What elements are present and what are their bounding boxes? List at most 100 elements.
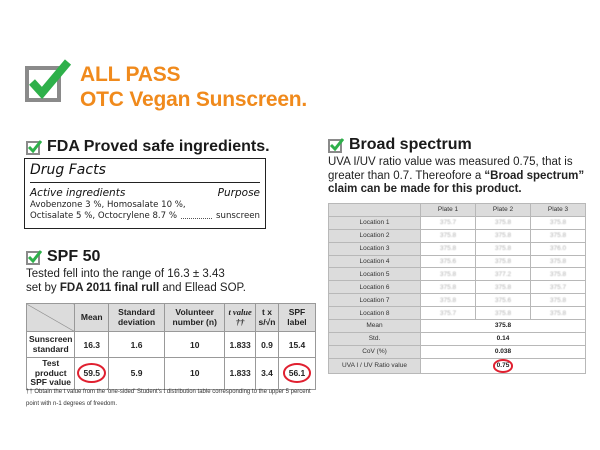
cell: 375.7	[420, 215, 476, 230]
row-label: Location 6	[328, 280, 421, 295]
fda-section-title: FDA Proved safe ingredients.	[26, 138, 270, 156]
cell: 375.8	[530, 228, 586, 243]
table-row: Location 3 375.8 375.8 376.0	[328, 241, 586, 256]
cell: 375.8	[475, 215, 531, 230]
row-label: Test product SPF value	[25, 357, 76, 390]
checkbox-checked-icon	[26, 140, 42, 155]
row-label: CoV (%)	[328, 344, 421, 359]
header-plate-1: Plate 1	[420, 203, 476, 217]
drug-facts-header: Active ingredients Purpose	[30, 187, 260, 200]
hero-title: ALL PASS OTC Vegan Sunscreen.	[80, 62, 307, 112]
active-ingredients-label: Active ingredients	[30, 187, 126, 199]
row-label: Location 1	[328, 215, 421, 230]
cell: 375.8	[420, 241, 476, 256]
broad-title-text: Broad spectrum	[349, 136, 472, 153]
row-label: Location 3	[328, 241, 421, 256]
cell: 3.4	[255, 357, 279, 390]
header-plate-3: Plate 3	[530, 203, 586, 217]
row-label: Mean	[328, 319, 421, 333]
header-mean: Mean	[74, 303, 110, 332]
stat-row-std: Std. 0.14	[328, 331, 586, 346]
cell: 375.8	[530, 293, 586, 308]
table-row: Location 8 375.7 375.8 375.8	[328, 306, 586, 321]
row-label: Location 5	[328, 267, 421, 282]
cell: 1.833	[224, 357, 257, 390]
cell: 375.8	[530, 267, 586, 282]
cell: 15.4	[277, 331, 317, 358]
header-t-x-s: t x s/√n	[255, 303, 279, 332]
spf-desc-bold: FDA 2011 final rull	[59, 281, 160, 294]
cell: 375.8	[475, 241, 531, 256]
highlight-circle: 59.5	[77, 363, 107, 384]
cell: 375.8	[530, 306, 586, 321]
cell: 375.8	[475, 306, 531, 321]
cell: 375.8	[475, 228, 531, 243]
cell: 10	[164, 357, 226, 390]
corner-cell	[328, 203, 421, 217]
cell: 10	[164, 331, 226, 358]
ingredients-text-2: Octisalate 5 %, Octocrylene 8.7 %	[30, 211, 178, 221]
drug-facts-title: Drug Facts	[30, 161, 260, 183]
highlight-circle: 0.75	[492, 358, 514, 373]
fda-title-text: FDA Proved safe ingredients.	[47, 138, 270, 155]
footnote-line-2: point with n-1 degrees of freedom.	[26, 401, 118, 407]
drug-facts-box: Drug Facts Active ingredients Purpose Av…	[24, 158, 266, 229]
cell: 375.7	[420, 306, 476, 321]
row-label: Location 2	[328, 228, 421, 243]
cell: 375.8	[530, 215, 586, 230]
checkbox-checked-icon	[328, 138, 344, 153]
stat-row-ratio: UVA I / UV Ratio value 0.75	[328, 357, 586, 374]
row-label: UVA I / UV Ratio value	[328, 357, 421, 374]
cell: 375.7	[530, 280, 586, 295]
table-row: Location 2 375.8 375.8 375.8	[328, 228, 586, 243]
broad-desc-pre: UVA I/UV ratio value was measured 0.75, …	[328, 156, 573, 182]
table-row: Test product SPF value 59.5 5.9 10 1.833…	[25, 357, 317, 390]
cell: 375.6	[420, 254, 476, 269]
stat-row-cov: CoV (%) 0.038	[328, 344, 586, 359]
ingredients-line-2: Octisalate 5 %, Octocrylene 8.7 % sunscr…	[30, 211, 260, 222]
cell: 0.9	[255, 331, 279, 358]
table-row: Location 5 375.8 377.2 375.8	[328, 267, 586, 282]
spf-section-title: SPF 50	[26, 248, 100, 266]
table-row: Location 1 375.7 375.8 375.8	[328, 215, 586, 230]
table-row: Location 4 375.6 375.8 375.8	[328, 254, 586, 269]
cell: 375.8	[475, 280, 531, 295]
hero-line-2: OTC Vegan Sunscreen.	[80, 88, 308, 111]
broad-description: UVA I/UV ratio value was measured 0.75, …	[328, 156, 590, 197]
table-header-row: Mean Standard deviation Volunteer number…	[25, 303, 317, 332]
table-row: Location 7 375.8 375.6 375.8	[328, 293, 586, 308]
header-volunteer-n: Volunteer number (n)	[164, 303, 226, 332]
spf-title-text: SPF 50	[47, 248, 101, 265]
ingredients-text-1: Avobenzone 3 %, Homosalate 10 %,	[30, 200, 186, 210]
cell: 376.0	[530, 241, 586, 256]
hero-line-1: ALL PASS	[80, 63, 181, 86]
ratio-cell: 0.75	[420, 357, 586, 374]
broad-desc-bold: “Broad spectrum” claim can be made for t…	[328, 169, 585, 196]
highlight-circle: 56.1	[282, 363, 312, 384]
spf-description: Tested fell into the range of 16.3 ± 3.4…	[26, 268, 326, 295]
purpose-label: Purpose	[217, 187, 260, 199]
cell: 56.1	[277, 357, 317, 390]
table-row: Location 6 375.8 375.8 375.7	[328, 280, 586, 295]
cov-value: 0.038	[420, 344, 586, 359]
cell: 377.2	[475, 267, 531, 282]
purpose-value: sunscreen	[216, 211, 260, 221]
broad-section-title: Broad spectrum	[328, 136, 472, 154]
header-spf-label: SPF label	[277, 303, 317, 332]
cell: 1.6	[108, 331, 166, 358]
cell: 5.9	[108, 357, 166, 390]
row-label: Location 4	[328, 254, 421, 269]
cell: 375.8	[475, 254, 531, 269]
cell: 375.8	[530, 254, 586, 269]
row-label: Location 7	[328, 293, 421, 308]
stat-row-mean: Mean 375.8	[328, 319, 586, 333]
spf-desc-post: and Ellead SOP.	[159, 281, 246, 294]
spf-desc-pre: set by	[26, 281, 60, 294]
cell: 59.5	[74, 357, 110, 390]
checkbox-checked-icon	[26, 250, 42, 265]
cell: 375.6	[475, 293, 531, 308]
cell: 375.8	[420, 293, 476, 308]
footnote: †† Obtain the t value from the 'one-side…	[26, 386, 326, 410]
checkbox-checked-icon	[25, 59, 72, 102]
cell: 375.8	[420, 280, 476, 295]
